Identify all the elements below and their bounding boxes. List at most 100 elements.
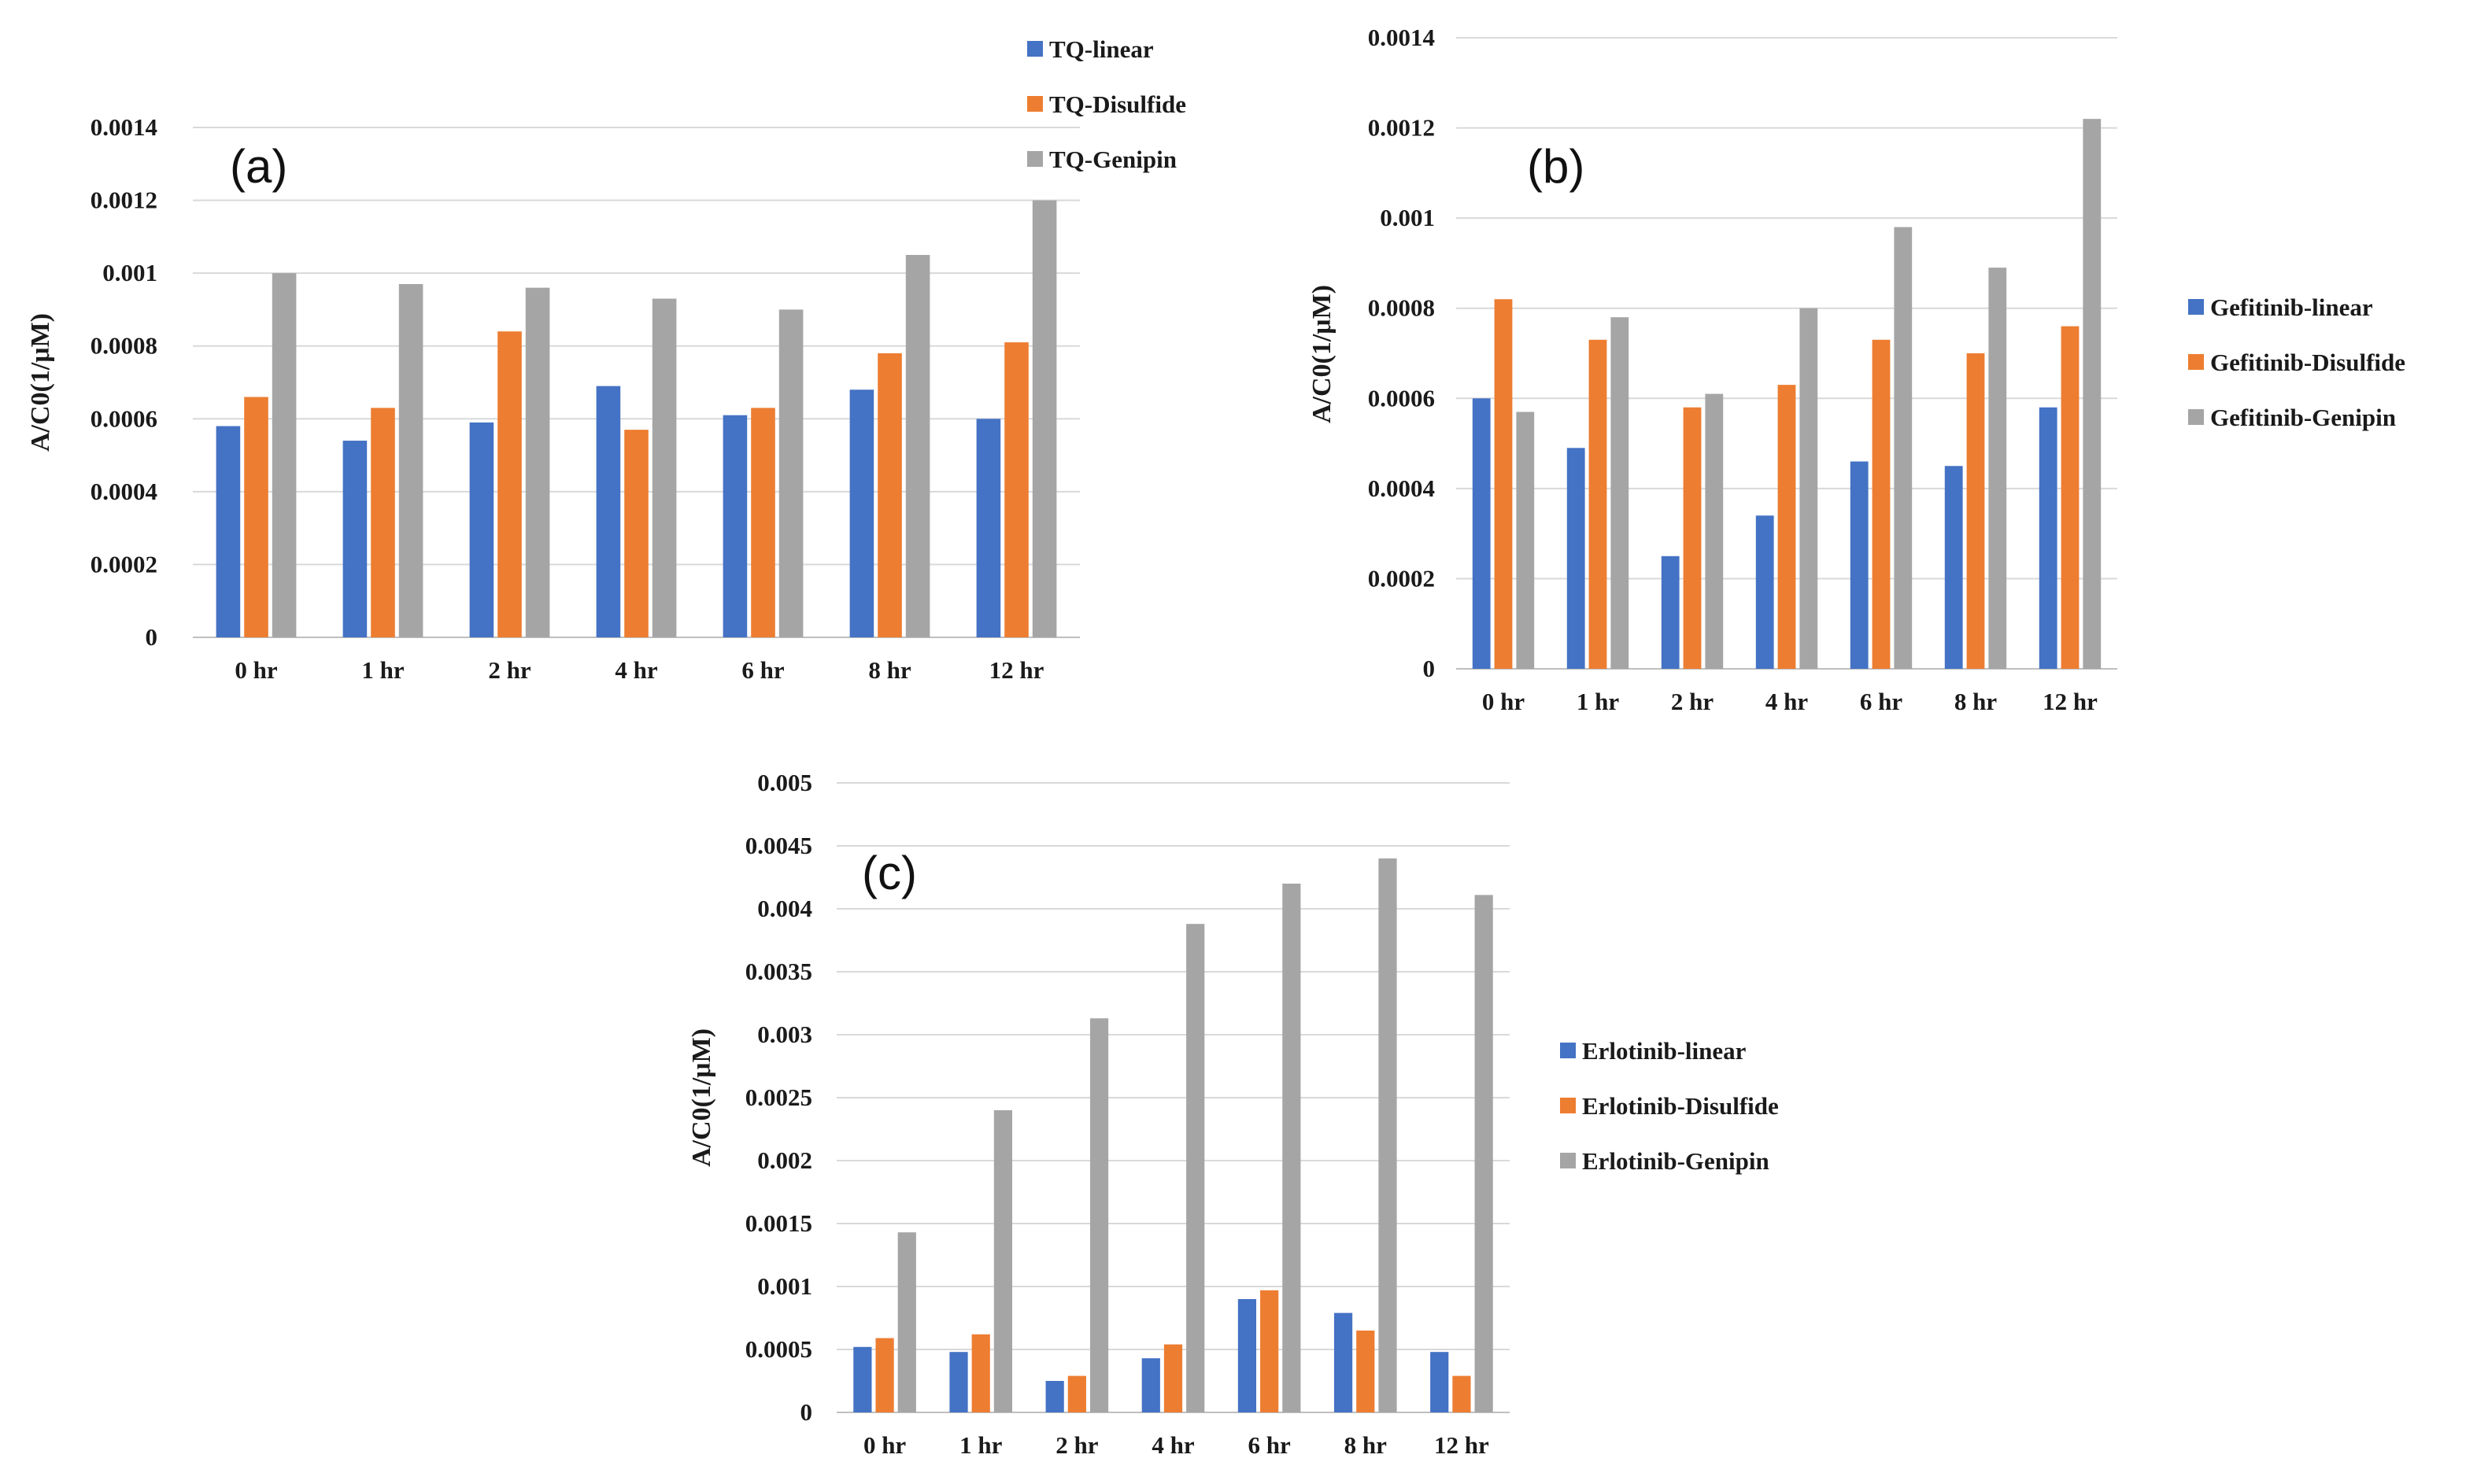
bar-erlotinib-disulfide-4hr [1163, 1344, 1183, 1412]
x-tick-label: 2 hr [1671, 688, 1714, 715]
legend-swatch [2188, 409, 2204, 425]
panel-label: (c) [862, 847, 917, 899]
bar-erlotinib-genipin-4hr [1186, 924, 1205, 1412]
y-tick-label: 0.0002 [91, 550, 157, 578]
y-tick-label: 0 [1423, 655, 1436, 682]
y-tick-label: 0.0035 [745, 958, 812, 985]
panel-label: (a) [230, 140, 287, 193]
bar-erlotinib-disulfide-2hr [1067, 1375, 1086, 1412]
x-tick-label: 2 hr [1055, 1431, 1098, 1459]
legend-swatch [1560, 1043, 1576, 1058]
y-tick-label: 0.005 [757, 769, 812, 796]
y-tick-label: 0.0045 [745, 832, 812, 859]
bar-gefitinib-genipin-0hr [1516, 412, 1535, 669]
legend-label: TQ-linear [1049, 35, 1154, 63]
y-tick-label: 0.0025 [745, 1083, 812, 1111]
legend-swatch [1560, 1153, 1576, 1168]
bar-tq-linear-8hr [849, 389, 874, 637]
x-tick-label: 0 hr [1482, 688, 1525, 715]
x-tick-label: 12 hr [2043, 688, 2098, 715]
bar-erlotinib-linear-2hr [1045, 1381, 1064, 1412]
bar-gefitinib-disulfide-0hr [1494, 299, 1513, 669]
bar-gefitinib-linear-8hr [1944, 466, 1963, 669]
bar-erlotinib-genipin-2hr [1089, 1018, 1109, 1412]
x-tick-label: 12 hr [989, 656, 1044, 684]
bar-tq-disulfide-12hr [1004, 342, 1029, 637]
bar-erlotinib-genipin-0hr [897, 1232, 916, 1412]
y-tick-label: 0.0004 [1368, 474, 1435, 502]
legend-label: Erlotinib-Disulfide [1582, 1092, 1779, 1120]
x-tick-label: 1 hr [1577, 688, 1619, 715]
bar-erlotinib-linear-1hr [949, 1352, 968, 1412]
bar-tq-genipin-6hr [778, 309, 804, 637]
bar-tq-disulfide-2hr [497, 331, 522, 637]
x-tick-label: 12 hr [1434, 1431, 1489, 1459]
bar-tq-linear-2hr [469, 422, 494, 637]
y-tick-label: 0.002 [757, 1146, 812, 1174]
legend-label: TQ-Disulfide [1049, 90, 1186, 118]
bar-erlotinib-disulfide-12hr [1452, 1375, 1471, 1412]
bar-tq-genipin-4hr [652, 298, 677, 637]
y-tick-label: 0.0008 [91, 332, 157, 360]
bar-gefitinib-disulfide-2hr [1683, 407, 1702, 669]
y-tick-label: 0.0004 [91, 478, 157, 505]
x-tick-label: 0 hr [863, 1431, 906, 1459]
legend-label: Gefitinib-Genipin [2210, 404, 2396, 431]
panel-label: (b) [1527, 140, 1584, 193]
x-tick-label: 4 hr [1765, 688, 1808, 715]
bar-gefitinib-disulfide-1hr [1588, 339, 1607, 669]
y-tick-label: 0.001 [102, 259, 157, 286]
x-tick-label: 2 hr [488, 656, 531, 684]
bar-tq-genipin-1hr [398, 284, 423, 637]
x-tick-label: 0 hr [235, 656, 277, 684]
y-tick-label: 0.0002 [1368, 564, 1435, 592]
bar-erlotinib-genipin-6hr [1282, 884, 1301, 1412]
x-tick-label: 4 hr [615, 656, 657, 684]
bar-erlotinib-linear-8hr [1333, 1312, 1353, 1412]
y-tick-label: 0.0008 [1368, 294, 1435, 322]
y-tick-label: 0.0015 [745, 1209, 812, 1237]
x-tick-label: 8 hr [1954, 688, 1997, 715]
bar-gefitinib-linear-4hr [1755, 515, 1774, 669]
bar-gefitinib-disulfide-4hr [1777, 385, 1796, 669]
bar-gefitinib-disulfide-12hr [2061, 326, 2080, 669]
bar-gefitinib-genipin-2hr [1705, 393, 1724, 669]
bar-tq-disulfide-8hr [878, 353, 902, 637]
x-tick-label: 4 hr [1152, 1431, 1194, 1459]
bar-gefitinib-genipin-6hr [1894, 227, 1913, 670]
legend-label: TQ-Genipin [1049, 146, 1177, 173]
bar-erlotinib-linear-6hr [1237, 1299, 1257, 1412]
x-tick-label: 6 hr [1860, 688, 1902, 715]
bar-tq-disulfide-1hr [371, 408, 395, 637]
x-tick-label: 1 hr [959, 1431, 1002, 1459]
bar-gefitinib-disulfide-8hr [1966, 353, 1985, 669]
y-tick-label: 0 [146, 623, 158, 651]
bar-tq-linear-1hr [342, 441, 368, 637]
legend-swatch [1027, 151, 1043, 167]
y-tick-label: 0.0014 [91, 113, 157, 141]
legend-label: Gefitinib-Disulfide [2210, 349, 2405, 376]
bar-gefitinib-genipin-4hr [1799, 308, 1818, 669]
bar-erlotinib-genipin-1hr [993, 1110, 1013, 1412]
bar-gefitinib-linear-1hr [1566, 448, 1585, 669]
bar-tq-linear-12hr [976, 419, 1001, 637]
bar-tq-linear-0hr [216, 426, 241, 637]
y-axis-label: A/C0(1/μM) [687, 1028, 716, 1167]
bar-tq-disulfide-0hr [244, 397, 268, 637]
x-tick-label: 8 hr [868, 656, 911, 684]
chart-c: 0 0.0005 0.001 0.0015 0.002 0.0025 0.003 0.0035… [687, 769, 1779, 1459]
y-tick-label: 0.003 [757, 1021, 812, 1048]
bar-gefitinib-genipin-8hr [1988, 268, 2007, 669]
y-tick-label: 0.0014 [1368, 24, 1435, 51]
y-tick-label: 0.0006 [91, 404, 157, 432]
y-axis-label: A/C0(1/μM) [1307, 285, 1336, 423]
y-tick-label: 0.001 [1380, 204, 1435, 231]
x-tick-label: 1 hr [361, 656, 404, 684]
bar-erlotinib-linear-4hr [1141, 1358, 1160, 1412]
bar-gefitinib-genipin-1hr [1610, 317, 1629, 669]
bar-gefitinib-linear-6hr [1850, 461, 1869, 669]
y-tick-label: 0.0012 [1368, 114, 1435, 142]
bar-gefitinib-linear-2hr [1661, 556, 1680, 669]
bar-gefitinib-disulfide-6hr [1872, 339, 1891, 669]
